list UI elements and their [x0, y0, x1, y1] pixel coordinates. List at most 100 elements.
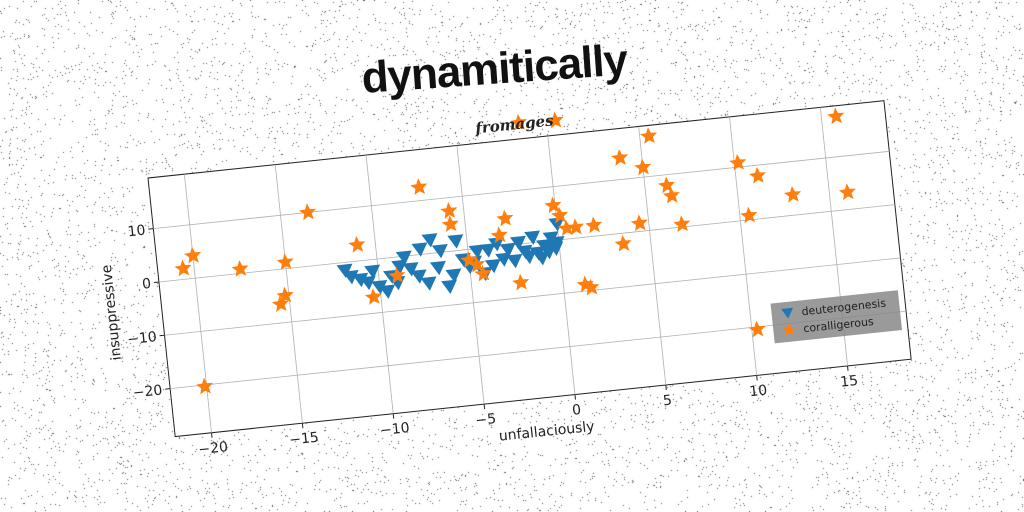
point-coralligerous — [614, 235, 632, 252]
point-deuterogenesis — [391, 259, 408, 274]
point-coralligerous — [441, 215, 459, 233]
point-coralligerous — [630, 214, 648, 232]
point-coralligerous — [196, 377, 214, 395]
x-tick-label: 0 — [571, 402, 582, 419]
point-coralligerous — [388, 266, 406, 284]
legend-marker-coralligerous — [782, 322, 796, 336]
point-coralligerous — [490, 226, 508, 244]
point-coralligerous — [440, 202, 458, 219]
point-deuterogenesis — [479, 243, 496, 258]
x-axis-ticks: −20 −15 −10 −5 0 5 10 15 — [198, 365, 859, 458]
point-coralligerous — [557, 219, 575, 237]
x-tick-mark — [301, 423, 304, 429]
point-deuterogenesis — [352, 272, 369, 288]
point-coralligerous — [673, 215, 691, 233]
point-deuterogenesis — [524, 230, 541, 245]
grid-line-x — [547, 135, 576, 395]
point-deuterogenesis — [447, 234, 464, 249]
point-deuterogenesis — [548, 235, 565, 251]
x-tick-label: −15 — [289, 430, 320, 449]
point-deuterogenesis — [520, 249, 537, 265]
y-tick-label: 0 — [141, 276, 152, 293]
plot-frame — [147, 100, 912, 438]
point-coralligerous — [271, 295, 289, 313]
y-tick-mark — [159, 334, 165, 337]
y-tick-label: 10 — [127, 223, 146, 241]
data-marks — [174, 107, 856, 395]
x-tick-mark — [574, 394, 576, 400]
x-tick-mark — [665, 384, 667, 391]
point-deuterogenesis — [429, 260, 446, 276]
point-coralligerous — [276, 286, 294, 304]
x-tick-label: 5 — [662, 392, 673, 409]
point-coralligerous — [783, 185, 802, 203]
point-deuterogenesis — [359, 275, 376, 291]
point-coralligerous — [748, 166, 766, 184]
point-coralligerous — [474, 264, 492, 282]
point-deuterogenesis — [536, 238, 552, 254]
point-coralligerous — [364, 288, 382, 305]
point-deuterogenesis — [411, 242, 428, 257]
point-deuterogenesis — [509, 235, 526, 251]
x-tick-label: 15 — [839, 373, 858, 391]
point-coralligerous — [546, 111, 564, 129]
point-deuterogenesis — [342, 270, 359, 285]
point-deuterogenesis — [484, 258, 501, 274]
point-deuterogenesis — [395, 250, 412, 265]
legend-markers — [781, 307, 796, 336]
point-coralligerous — [611, 149, 629, 166]
point-deuterogenesis — [506, 253, 523, 269]
y-tick-label: −10 — [126, 329, 157, 348]
point-coralligerous — [298, 203, 317, 221]
point-deuterogenesis — [379, 284, 396, 299]
x-tick-mark — [392, 413, 395, 419]
point-deuterogenesis — [488, 236, 504, 252]
legend-marker-deuterogenesis — [781, 307, 794, 319]
series-coralligerous — [174, 107, 856, 395]
point-coralligerous — [566, 218, 584, 236]
point-deuterogenesis — [402, 262, 419, 277]
point-coralligerous — [184, 246, 202, 264]
point-deuterogenesis — [421, 233, 438, 248]
series-deuterogenesis — [336, 217, 565, 299]
point-coralligerous — [585, 216, 603, 234]
chart-title: fromages — [473, 111, 554, 137]
point-deuterogenesis — [431, 243, 448, 259]
point-coralligerous — [231, 260, 249, 277]
x-tick-mark — [483, 404, 486, 410]
point-coralligerous — [510, 113, 528, 131]
point-deuterogenesis — [336, 263, 353, 279]
grid-line-x — [456, 145, 485, 405]
point-coralligerous — [640, 127, 658, 144]
point-coralligerous — [740, 206, 758, 224]
x-tick-mark — [756, 375, 758, 381]
y-tick-mark — [165, 388, 171, 390]
point-coralligerous — [729, 153, 747, 171]
grid-line-y — [164, 257, 901, 336]
x-axis-label: unfallaciously — [498, 419, 595, 445]
plot-area: −20 −15 −10 −5 0 5 10 15 −20 −10 0 10 fromages unf… — [99, 100, 912, 458]
point-coralligerous — [551, 206, 569, 224]
point-coralligerous — [410, 178, 428, 196]
point-coralligerous — [496, 209, 514, 227]
y-tick-label: −20 — [132, 382, 163, 401]
point-deuterogenesis — [410, 269, 427, 284]
x-tick-label: −20 — [198, 439, 229, 458]
grid-line-x — [729, 116, 758, 376]
point-deuterogenesis — [371, 279, 388, 295]
point-coralligerous — [276, 253, 294, 271]
y-axis-label: insuppressive — [99, 264, 125, 361]
point-deuterogenesis — [499, 242, 516, 258]
point-coralligerous — [544, 196, 562, 214]
legend-box — [770, 290, 903, 344]
point-coralligerous — [838, 183, 856, 201]
point-deuterogenesis — [468, 244, 485, 259]
x-tick-label: −10 — [379, 420, 410, 439]
point-coralligerous — [582, 278, 600, 296]
point-deuterogenesis — [364, 264, 381, 279]
point-deuterogenesis — [420, 276, 437, 291]
point-coralligerous — [748, 320, 766, 338]
point-coralligerous — [348, 236, 366, 253]
y-tick-mark — [153, 281, 159, 283]
